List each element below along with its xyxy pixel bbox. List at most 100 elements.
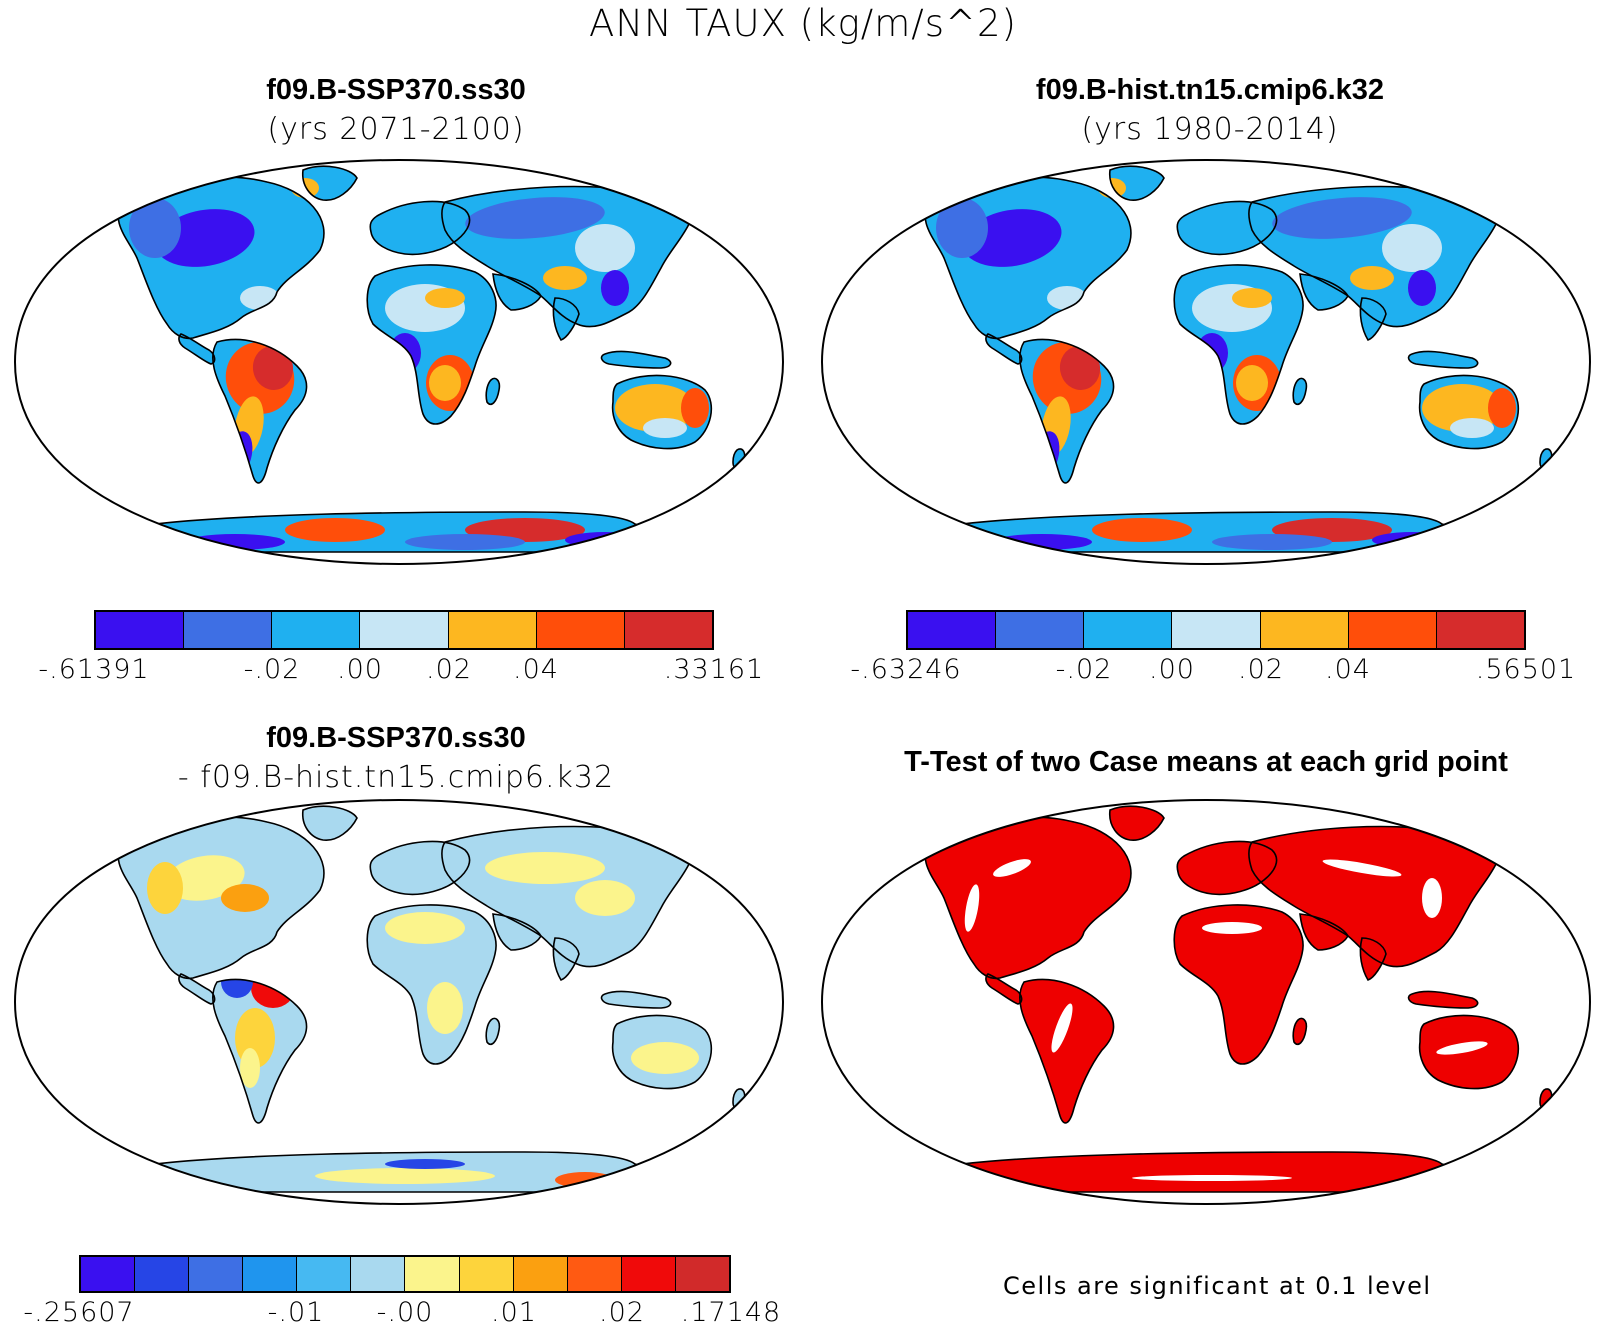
colorbar-swatch [351, 1257, 406, 1291]
cbar-label: .01 [491, 1297, 537, 1328]
field-patch [601, 270, 629, 306]
coastline-ca [178, 973, 216, 1005]
field-patch [221, 884, 269, 912]
colorbar-swatch [459, 1257, 514, 1291]
field-patch [385, 1159, 465, 1169]
field-patch [936, 198, 988, 258]
coastline-india [552, 937, 580, 981]
coastline-indo [1407, 350, 1479, 369]
colorbar-swatch [621, 1257, 676, 1291]
landmass-ca [985, 334, 1022, 364]
landmass-arab [493, 914, 541, 950]
cbar-label: -.01 [267, 1297, 325, 1328]
map-border [820, 158, 1592, 566]
field-patch [631, 1042, 699, 1074]
landmass-ant [959, 1152, 1502, 1192]
field-patch [1092, 518, 1192, 542]
coastline-na [117, 176, 325, 340]
landmass-ca [178, 974, 215, 1004]
colorbar-swatch [96, 612, 185, 648]
colorbar-swatch [189, 1257, 244, 1291]
panel-subtitle-top-right: (yrs 1980-2014) [1081, 112, 1339, 147]
cbar-label: .02 [1238, 654, 1284, 685]
landmass-sa [1019, 979, 1114, 1123]
colorbar-swatch [908, 612, 997, 648]
coastline-afr [1173, 904, 1304, 1065]
coastline-green [1108, 805, 1165, 841]
landmass-green [1109, 806, 1164, 841]
cbar-label: .33161 [663, 654, 765, 685]
panel-title-bottom-right: T-Test of two Case means at each grid po… [904, 746, 1508, 778]
colorbar-swatch [297, 1257, 352, 1291]
cbar-label: -.61391 [38, 654, 150, 685]
field-patch [429, 365, 461, 401]
cbar-label: .02 [599, 1297, 645, 1328]
field-patch [485, 852, 605, 884]
cbar-label: -.02 [243, 654, 301, 685]
field-patch [681, 388, 709, 428]
landmass-indo [601, 351, 671, 368]
colorbar-swatch [184, 612, 273, 648]
cbar-label: .00 [337, 654, 383, 685]
map-top-right [820, 158, 1592, 566]
field-patch [543, 266, 587, 290]
coastline-sa [212, 978, 308, 1124]
colorbar-swatch [513, 1257, 568, 1291]
landmass-aus [1419, 1015, 1519, 1089]
coastline-india [552, 297, 580, 341]
coastline-mad [1292, 1017, 1308, 1046]
field-patch [1232, 288, 1272, 308]
cbar-label: .02 [426, 654, 472, 685]
insignificant-patch [1422, 878, 1442, 918]
panel-title-bottom-left: f09.B-SSP370.ss30 [266, 722, 526, 754]
field-patch [565, 532, 645, 548]
colorbar-bottom-left [79, 1255, 731, 1293]
panel-subtitle-top-left: (yrs 2071-2100) [267, 112, 525, 147]
panel-title-top-right: f09.B-hist.tn15.cmip6.k32 [1035, 74, 1385, 106]
field-patch [1272, 197, 1412, 239]
landmass-asia [1249, 826, 1498, 967]
insignificant-patch [964, 884, 980, 932]
coastline-na [117, 816, 325, 980]
landmass-ca [985, 974, 1022, 1004]
landmass-na [925, 816, 1131, 979]
coastline-eur [1176, 840, 1278, 896]
coastline-eur [369, 200, 471, 256]
field-patch [425, 288, 465, 308]
landmass-indo [1408, 991, 1478, 1008]
field-patch [1372, 532, 1452, 548]
coastline-aus [1418, 374, 1520, 450]
landmass-arab [1300, 914, 1348, 950]
colorbar-swatch [624, 612, 712, 648]
coastline-green [1108, 165, 1165, 201]
landmass-indo [1408, 351, 1478, 368]
coastline-sa [1019, 338, 1115, 484]
cbar-label: -.63246 [850, 654, 962, 685]
coastline-afr [1173, 264, 1304, 425]
field-patch [427, 982, 463, 1034]
coastline-aus [611, 1014, 713, 1090]
coastline-green [301, 805, 358, 841]
colorbar-swatch [448, 612, 537, 648]
field-patch [575, 224, 635, 272]
field-patch [252, 346, 294, 390]
field-patch [405, 534, 525, 550]
insignificant-patch [1132, 1175, 1292, 1181]
coastline-sa [212, 338, 308, 484]
coastline-ca [985, 973, 1023, 1005]
colorbar-swatch [135, 1257, 190, 1291]
cbar-label: .04 [513, 654, 559, 685]
coastline-na [924, 816, 1132, 980]
field-patch [1059, 346, 1101, 390]
figure-title: ANN TAUX (kg/m/s^2) [589, 2, 1017, 45]
coastline-india [1359, 937, 1387, 981]
map-bottom-left [13, 798, 785, 1206]
coastline-green [301, 165, 358, 201]
coastline-eur [369, 840, 471, 896]
insignificant-patch [1051, 1003, 1073, 1053]
coastline-arab [492, 273, 542, 311]
landmass-ca [178, 334, 215, 364]
coastline-afr [366, 264, 497, 425]
coastline-indo [600, 990, 672, 1009]
landmass-arab [1300, 274, 1348, 310]
